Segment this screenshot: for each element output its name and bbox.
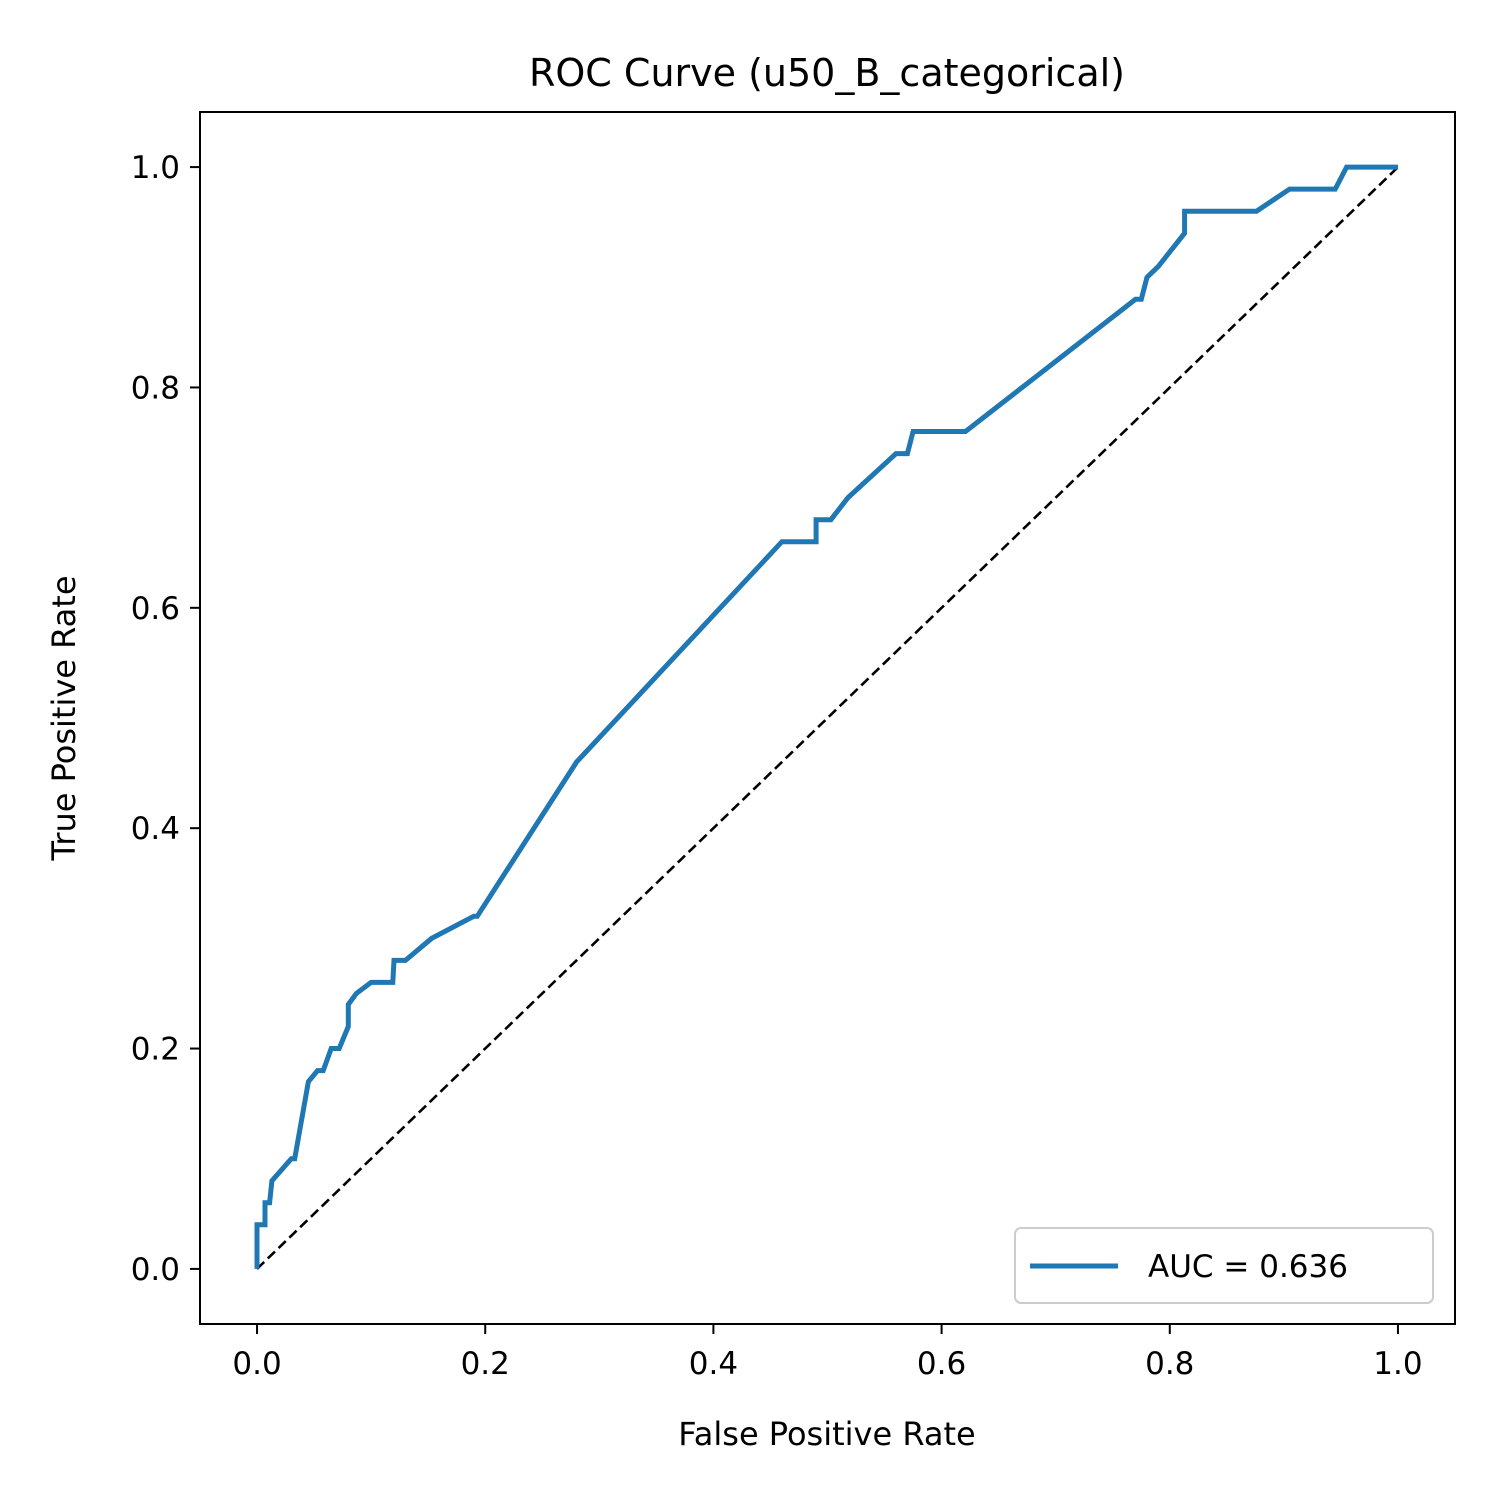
roc-curve-line [254, 164, 1398, 1269]
y-tick-label: 0.2 [131, 1032, 180, 1068]
x-axis-label: False Positive Rate [678, 1415, 975, 1453]
x-tick-label: 0.6 [917, 1346, 966, 1382]
plot-frame [199, 111, 1456, 1325]
y-axis-ticks: 0.0 0.2 0.4 0.6 0.8 1.0 [131, 150, 200, 1288]
chance-diagonal-line [256, 166, 1399, 1270]
y-axis-label: True Positive Rate [45, 575, 83, 861]
x-axis-ticks: 0.0 0.2 0.4 0.6 0.8 1.0 [232, 1324, 1423, 1382]
legend-entry-label: AUC = 0.636 [1148, 1249, 1348, 1285]
series-layer [254, 164, 1399, 1270]
chart-title: ROC Curve (u50_B_categorical) [529, 51, 1125, 95]
y-tick-label: 0.6 [131, 591, 180, 627]
y-tick-label: 0.8 [131, 370, 180, 406]
x-tick-label: 0.8 [1145, 1346, 1194, 1382]
y-tick-label: 1.0 [131, 150, 180, 186]
legend: AUC = 0.636 [1014, 1227, 1434, 1304]
x-tick-label: 1.0 [1373, 1346, 1422, 1382]
x-tick-label: 0.2 [461, 1346, 510, 1382]
y-tick-label: 0.0 [131, 1252, 180, 1288]
legend-box [1014, 1227, 1434, 1304]
plot-area [199, 111, 1456, 1325]
y-tick-label: 0.4 [131, 811, 180, 847]
x-tick-label: 0.0 [232, 1346, 281, 1382]
x-tick-label: 0.4 [689, 1346, 738, 1382]
